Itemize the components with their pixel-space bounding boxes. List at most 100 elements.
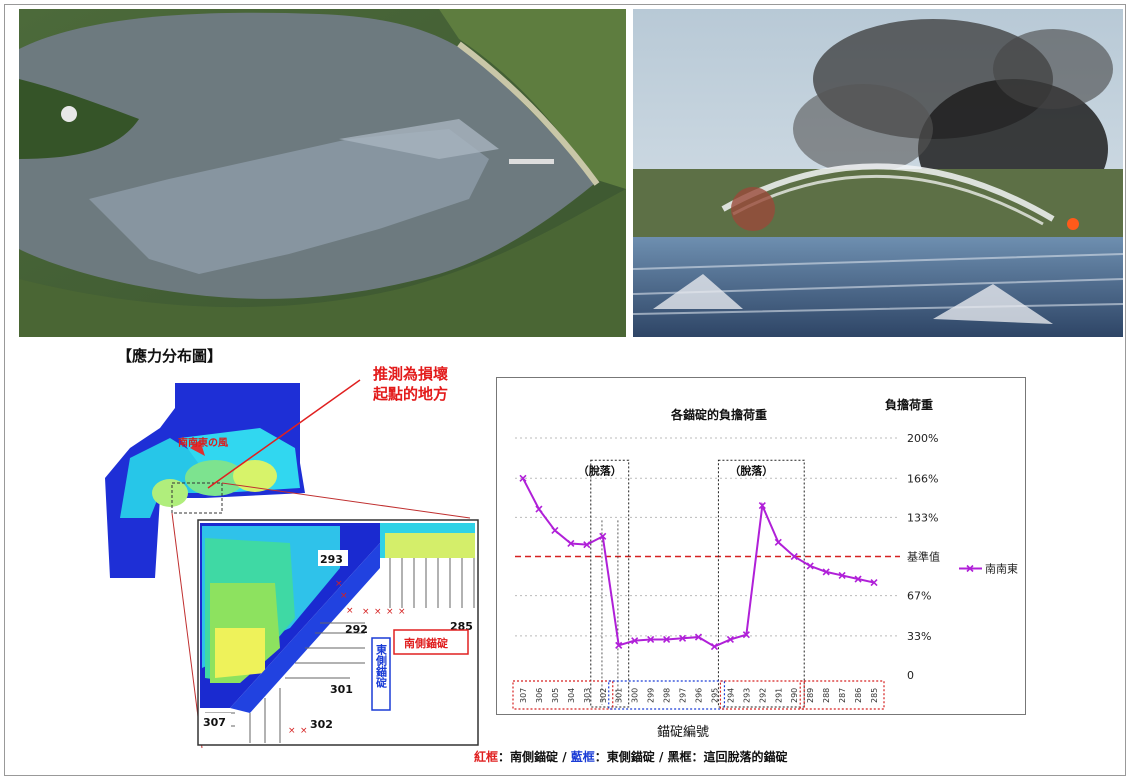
x-tick-label: 298 [663, 688, 672, 703]
y-tick-label: 133% [907, 511, 938, 524]
anchor-label-307: 307 [203, 716, 226, 729]
svg-text:×: × [362, 607, 370, 617]
x-tick-label: 293 [742, 688, 751, 703]
x-tick-label: 290 [790, 688, 799, 703]
detached-anchor-box [590, 459, 630, 708]
legend-blue-key: 藍框 [570, 750, 595, 764]
anchor-group-frame [719, 680, 805, 710]
east-anchor-label: 東側錨碇 [375, 643, 389, 689]
frame-legend: 紅框：南側錨碇 / 藍框：東側錨碇 / 黑框：這回脫落的錨碇 [474, 748, 788, 765]
east-anchor-box [371, 637, 391, 711]
x-tick-label: 299 [647, 688, 656, 703]
anchor-label-293: 293 [320, 553, 343, 566]
data-point [694, 633, 703, 641]
x-tick-label: 285 [870, 688, 879, 703]
anchor-load-chart: 各錨碇的負擔荷重 負擔荷重 200% 166% 133% 基準值 67% 33% 0 （脫落）… [496, 377, 1026, 736]
x-tick-label: 305 [551, 688, 560, 703]
anchor-label-292: 292 [345, 623, 368, 636]
svg-text:×: × [346, 606, 354, 616]
y-tick-label: 0 [907, 669, 914, 682]
data-point [631, 637, 639, 645]
svg-text:×: × [335, 579, 343, 589]
x-tick-label: 295 [710, 688, 719, 703]
legend-blue-text: ：東側錨碇 / 黑框：這回脫落的錨碇 [594, 750, 788, 764]
x-tick-label: 294 [726, 688, 735, 703]
data-point [854, 575, 862, 583]
x-tick-label: 306 [535, 688, 544, 703]
data-point [519, 474, 527, 482]
x-tick-label: 289 [806, 688, 815, 703]
y-axis-label: 負擔荷重 [885, 397, 933, 412]
overall-stress-shape [105, 383, 305, 578]
data-point [774, 538, 782, 546]
x-tick-label: 288 [822, 688, 831, 703]
detached-anchor-box [717, 459, 805, 708]
chart-title: 各錨碇的負擔荷重 [670, 407, 767, 422]
data-point [710, 642, 719, 651]
legend-series-name: 南南東 [985, 563, 1018, 576]
x-tick-label: 307 [519, 688, 528, 703]
data-point [551, 526, 559, 534]
y-tick-label: 67% [907, 590, 931, 603]
anchor-label-302: 302 [310, 718, 333, 731]
x-tick-label: 303 [583, 688, 592, 703]
svg-text:×: × [398, 607, 406, 617]
x-tick-label: 300 [631, 688, 640, 703]
y-tick-label: 166% [907, 472, 938, 485]
legend-red-key: 紅框 [474, 750, 499, 764]
svg-text:×: × [386, 607, 394, 617]
south-anchor-label: 南側錨碇 [404, 636, 449, 650]
legend-marker [966, 564, 974, 573]
svg-text:×: × [300, 726, 308, 736]
annotation-line-2: 起點的地方 [373, 385, 449, 403]
data-point [822, 568, 830, 576]
data-point [678, 634, 687, 642]
data-point [663, 635, 671, 644]
legend-red-text: ：南側錨碇 / [498, 750, 571, 764]
data-point [742, 631, 750, 639]
y-tick-label: 基準值 [907, 550, 940, 564]
aerial-reservoir-photo [19, 9, 626, 337]
data-point [599, 532, 607, 540]
solar-fire-photo [633, 9, 1123, 337]
anchor-label-301: 301 [330, 683, 353, 696]
x-tick-label: 292 [758, 688, 767, 703]
wind-label: 南南東の風 [178, 436, 228, 449]
anchor-group-frame [512, 680, 614, 710]
annotation-line-1: 推測為損壞 [373, 365, 449, 383]
data-point [615, 641, 623, 649]
y-tick-label: 33% [907, 630, 931, 643]
x-tick-label: 297 [679, 688, 688, 703]
anchor-group-frame [799, 680, 885, 710]
anchor-load-chart-svg: 各錨碇的負擔荷重 負擔荷重 200% 166% 133% 基準值 67% 33% 0 （脫落）… [512, 397, 1018, 736]
anchor-group-frame [608, 680, 726, 710]
detached-label: （脫落） [729, 463, 773, 477]
svg-text:×: × [288, 726, 296, 736]
data-point [838, 571, 846, 580]
data-point [535, 505, 543, 513]
damage-origin-annotation: 推測為損壞 起點的地方 [373, 364, 448, 404]
x-tick-label: 302 [599, 688, 608, 703]
x-tick-label: 286 [854, 688, 863, 703]
x-tick-label: 301 [615, 688, 624, 703]
data-point [806, 562, 814, 570]
data-point [583, 541, 591, 549]
svg-text:×: × [340, 591, 348, 601]
detached-label: （脫落） [578, 463, 622, 477]
svg-text:×: × [374, 607, 382, 617]
data-point [870, 579, 878, 587]
x-tick-label: 304 [567, 688, 576, 703]
x-tick-label: 287 [838, 688, 847, 703]
data-point [567, 539, 575, 548]
data-point [726, 635, 734, 644]
series-line [522, 477, 875, 648]
stress-map-title: 【應力分布圖】 [117, 347, 223, 365]
data-point [790, 552, 798, 561]
x-axis-title: 錨碇編號 [657, 725, 710, 740]
data-point [647, 635, 655, 644]
stress-distribution-map: 南南東の風 ××× × × × × × × 29 [105, 379, 479, 749]
y-tick-label: 200% [907, 432, 938, 445]
x-tick-label: 291 [774, 688, 783, 703]
x-tick-label: 296 [695, 688, 704, 703]
figure-frame [4, 4, 1126, 776]
